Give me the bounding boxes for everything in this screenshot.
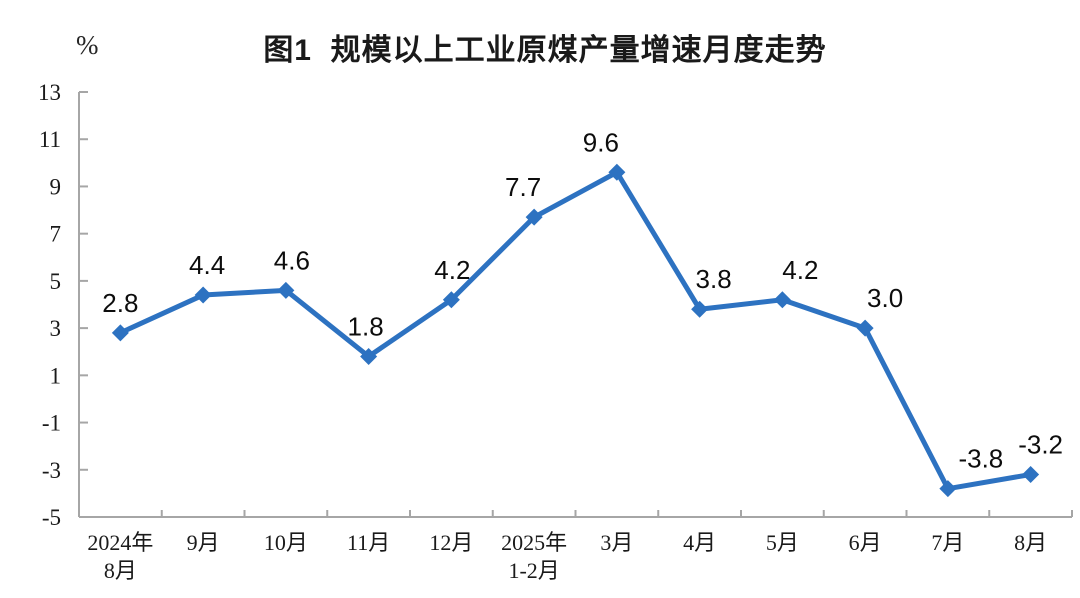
data-point-marker	[939, 480, 957, 498]
data-point-label: 1.8	[348, 311, 384, 341]
data-point-marker	[691, 300, 709, 318]
data-point-label: 7.7	[505, 172, 541, 202]
y-axis-tick-label: -5	[42, 505, 61, 530]
y-axis-tick-label: -1	[42, 411, 61, 436]
series-line	[117, 169, 1034, 492]
x-axis-category-label: 11月	[347, 530, 390, 555]
data-point-marker	[773, 291, 791, 309]
y-axis-tick-label: 9	[50, 174, 62, 199]
y-axis-tick-label: -3	[42, 458, 61, 483]
y-axis-tick-label: 1	[50, 363, 62, 388]
data-point-label: 4.2	[434, 255, 470, 285]
y-axis-tick-label: 3	[50, 316, 62, 341]
y-axis-unit-label: %	[76, 30, 99, 60]
data-point-marker	[111, 324, 129, 342]
chart-title: 图1 规模以上工业原煤产量增速月度走势	[263, 34, 827, 67]
x-axis-category-label: 5月	[766, 530, 799, 555]
data-point-marker	[194, 286, 212, 304]
data-point-label: 3.8	[696, 264, 732, 294]
y-axis-tick-label: 5	[50, 269, 62, 294]
x-axis-category-label: 6月	[849, 530, 882, 555]
data-point-label: 3.0	[867, 283, 903, 313]
data-point-marker	[277, 281, 295, 299]
x-axis-category-label: 4月	[683, 530, 716, 555]
data-point-marker	[1022, 466, 1040, 483]
data-point-label: 4.4	[189, 250, 225, 280]
y-axis-tick-label: 7	[50, 222, 62, 247]
x-axis-category-label: 10月	[264, 530, 308, 555]
x-axis-category-label: 9月	[187, 530, 220, 555]
y-axis-tick-label: 11	[39, 127, 61, 152]
x-axis-category-label: 3月	[600, 530, 633, 555]
x-axis-category-label: 7月	[931, 530, 964, 555]
data-point-marker	[856, 319, 874, 337]
x-axis-category-label: 2025年 1-2月	[501, 530, 567, 583]
data-point-label: 2.8	[102, 288, 138, 318]
x-axis-category-label: 8月	[1014, 530, 1047, 555]
data-point-label: 4.2	[782, 255, 818, 285]
data-point-label: 4.6	[274, 245, 310, 275]
data-point-marker	[525, 208, 543, 226]
data-point-marker	[442, 291, 460, 309]
data-point-label: 9.6	[583, 127, 619, 157]
data-point-label: -3.8	[958, 444, 1003, 474]
data-point-label: -3.2	[1018, 430, 1063, 460]
data-point-marker	[360, 347, 378, 365]
x-axis-category-label: 2024年 8月	[87, 530, 153, 583]
y-axis-tick-label: 13	[38, 80, 61, 105]
x-axis-category-label: 12月	[429, 530, 473, 555]
data-point-marker	[608, 163, 626, 181]
